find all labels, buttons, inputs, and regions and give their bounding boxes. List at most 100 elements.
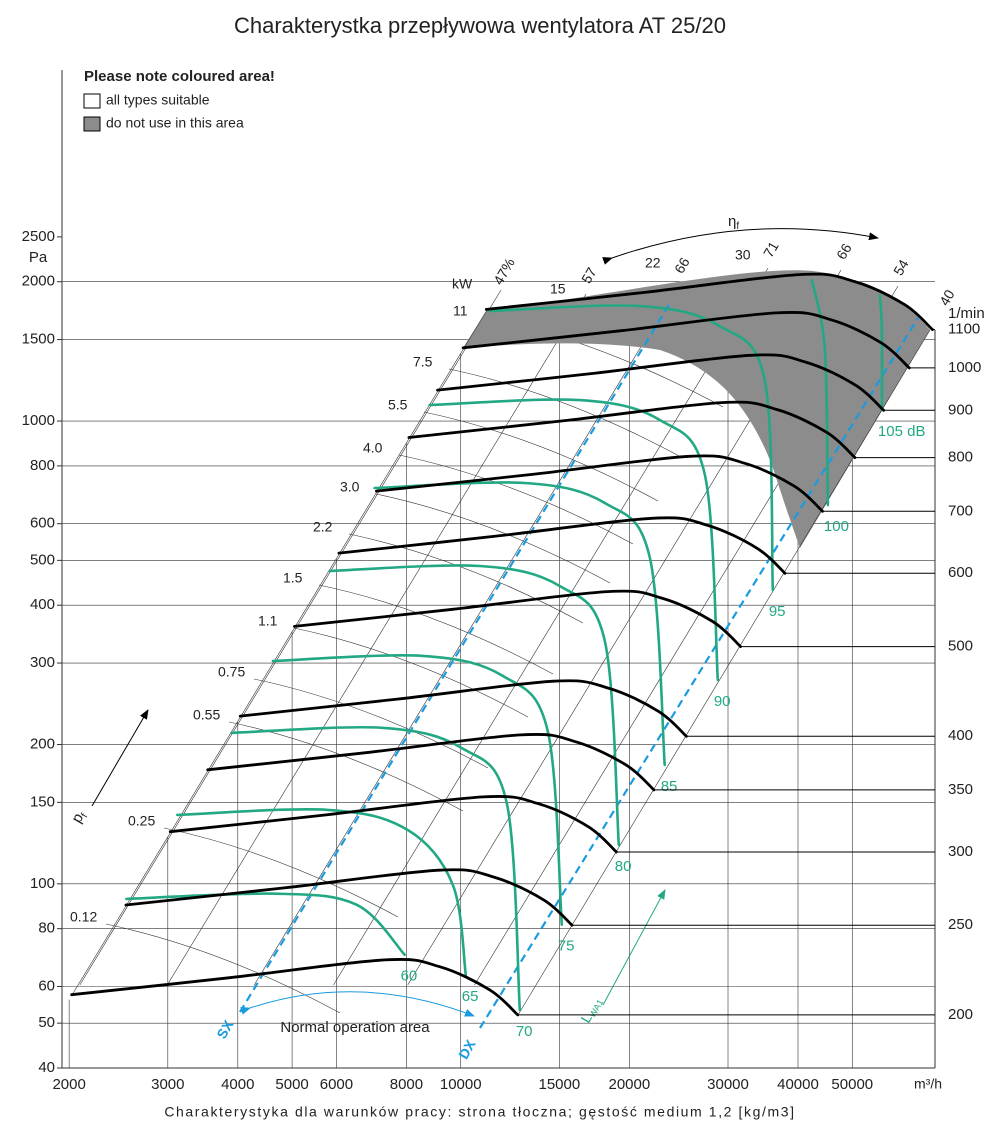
sound-symbol: LWA1 [577, 994, 606, 1026]
fan-curve [70, 958, 520, 1017]
rpm-label: 700 [948, 502, 973, 519]
fan-curve [293, 589, 742, 648]
fan-curve [168, 795, 618, 854]
power-line [375, 493, 611, 584]
chart-caption: Charakterystyka dla warunków pracy: stro… [164, 1104, 795, 1120]
y2-unit: 1/min [948, 305, 985, 322]
rpm-label: 350 [948, 781, 973, 798]
y-tick-label: 400 [30, 596, 55, 613]
efficiency-symbol: ηf [728, 213, 739, 232]
y-tick-label: 2000 [22, 273, 55, 290]
legend: Please note coloured area! all types sui… [83, 68, 275, 132]
sound-label: 75 [558, 938, 575, 955]
sound-label: 90 [714, 693, 731, 710]
efficiency-label: 66 [671, 254, 693, 276]
efficiency-label: 57 [578, 264, 600, 286]
power-label: 22 [645, 255, 661, 271]
sound-curve [176, 808, 468, 977]
x-unit: m³/h [914, 1076, 942, 1092]
x-tick-label: 15000 [539, 1076, 581, 1093]
fan-curve [124, 868, 574, 927]
dx-line [479, 317, 919, 1029]
sound-curve [373, 481, 666, 767]
y-tick-label: 100 [30, 875, 55, 892]
rpm-label: 200 [948, 1006, 973, 1023]
x-tick-label: 50000 [831, 1076, 873, 1093]
x-tick-label: 20000 [609, 1076, 651, 1093]
fan-curve [407, 400, 857, 459]
power-label: 5.5 [388, 397, 408, 413]
power-line [105, 923, 341, 1014]
power-line [318, 584, 554, 675]
y-tick-label: 1000 [22, 412, 55, 429]
legend-swatch [83, 116, 101, 132]
power-label: 4.0 [363, 440, 383, 456]
fan-curve [375, 454, 824, 513]
y-tick-label: 150 [30, 793, 55, 810]
power-line [348, 533, 584, 624]
rpm-label: 900 [948, 401, 973, 418]
rpm-label: 400 [948, 727, 973, 744]
frame-edge [517, 329, 931, 1016]
pressure-arrow [91, 709, 149, 807]
efficiency-label: 71 [760, 238, 782, 260]
y-tick-label: 300 [30, 654, 55, 671]
power-line [163, 827, 399, 918]
power-line [293, 627, 529, 718]
sound-curve [328, 564, 621, 847]
x-tick-label: 30000 [707, 1076, 749, 1093]
sound-label: 60 [401, 968, 418, 985]
y-tick-label: 600 [30, 515, 55, 532]
efficiency-line [79, 289, 502, 986]
rpm-label: 600 [948, 564, 973, 581]
power-label: 40 [936, 287, 958, 309]
efficiency-line [253, 283, 680, 986]
frame-edge [71, 309, 488, 996]
normal-area-label: Normal operation area [280, 1019, 430, 1036]
x-tick-label: 6000 [320, 1076, 353, 1093]
y-tick-label: 500 [30, 551, 55, 568]
efficiency-line [333, 267, 769, 986]
dx-label: DX [455, 1036, 479, 1061]
fan-curve [238, 679, 688, 738]
x-tick-label: 10000 [440, 1076, 482, 1093]
y-tick-label: 40 [38, 1059, 55, 1076]
y-unit: Pa [29, 249, 48, 266]
sx-label: SX [213, 1017, 237, 1042]
power-label: 7.5 [413, 354, 433, 370]
power-label: 11 [453, 303, 468, 319]
sound-curve [878, 293, 884, 412]
y-tick-label: 200 [30, 735, 55, 752]
chart-title: Charakterystka przepływowa wentylatora A… [234, 13, 726, 38]
y-tick-label: 1500 [22, 331, 55, 348]
sound-curve [810, 278, 830, 507]
efficiency-label: 54 [890, 256, 912, 278]
sx-line [239, 302, 671, 1013]
rpm-label: 1000 [948, 359, 981, 376]
efficiency-label: 66 [833, 240, 855, 262]
power-line [253, 678, 489, 769]
power-label: 30 [735, 247, 751, 263]
sound-curve [125, 892, 406, 956]
x-tick-label: 3000 [151, 1076, 184, 1093]
sound-label: 65 [462, 988, 479, 1005]
rpm-label: 800 [948, 449, 973, 466]
power-line [398, 454, 634, 545]
power-label: 0.55 [193, 707, 220, 723]
y-tick-label: 800 [30, 457, 55, 474]
rpm-label: 500 [948, 638, 973, 655]
power-label: 0.12 [70, 909, 97, 925]
restricted-area [463, 270, 930, 548]
legend-swatch [83, 93, 101, 109]
x-tick-label: 5000 [275, 1076, 308, 1093]
power-label: 15 [550, 281, 566, 297]
efficiency-label: 47% [490, 255, 518, 287]
sound-subscript: WA1 [587, 998, 605, 1020]
fan-curve [206, 733, 656, 792]
power-label: 3.0 [340, 479, 360, 495]
power-line [448, 368, 684, 459]
sound-label: 100 [824, 518, 849, 535]
sound-label: 80 [615, 858, 632, 875]
power-label: 1.1 [258, 613, 278, 629]
